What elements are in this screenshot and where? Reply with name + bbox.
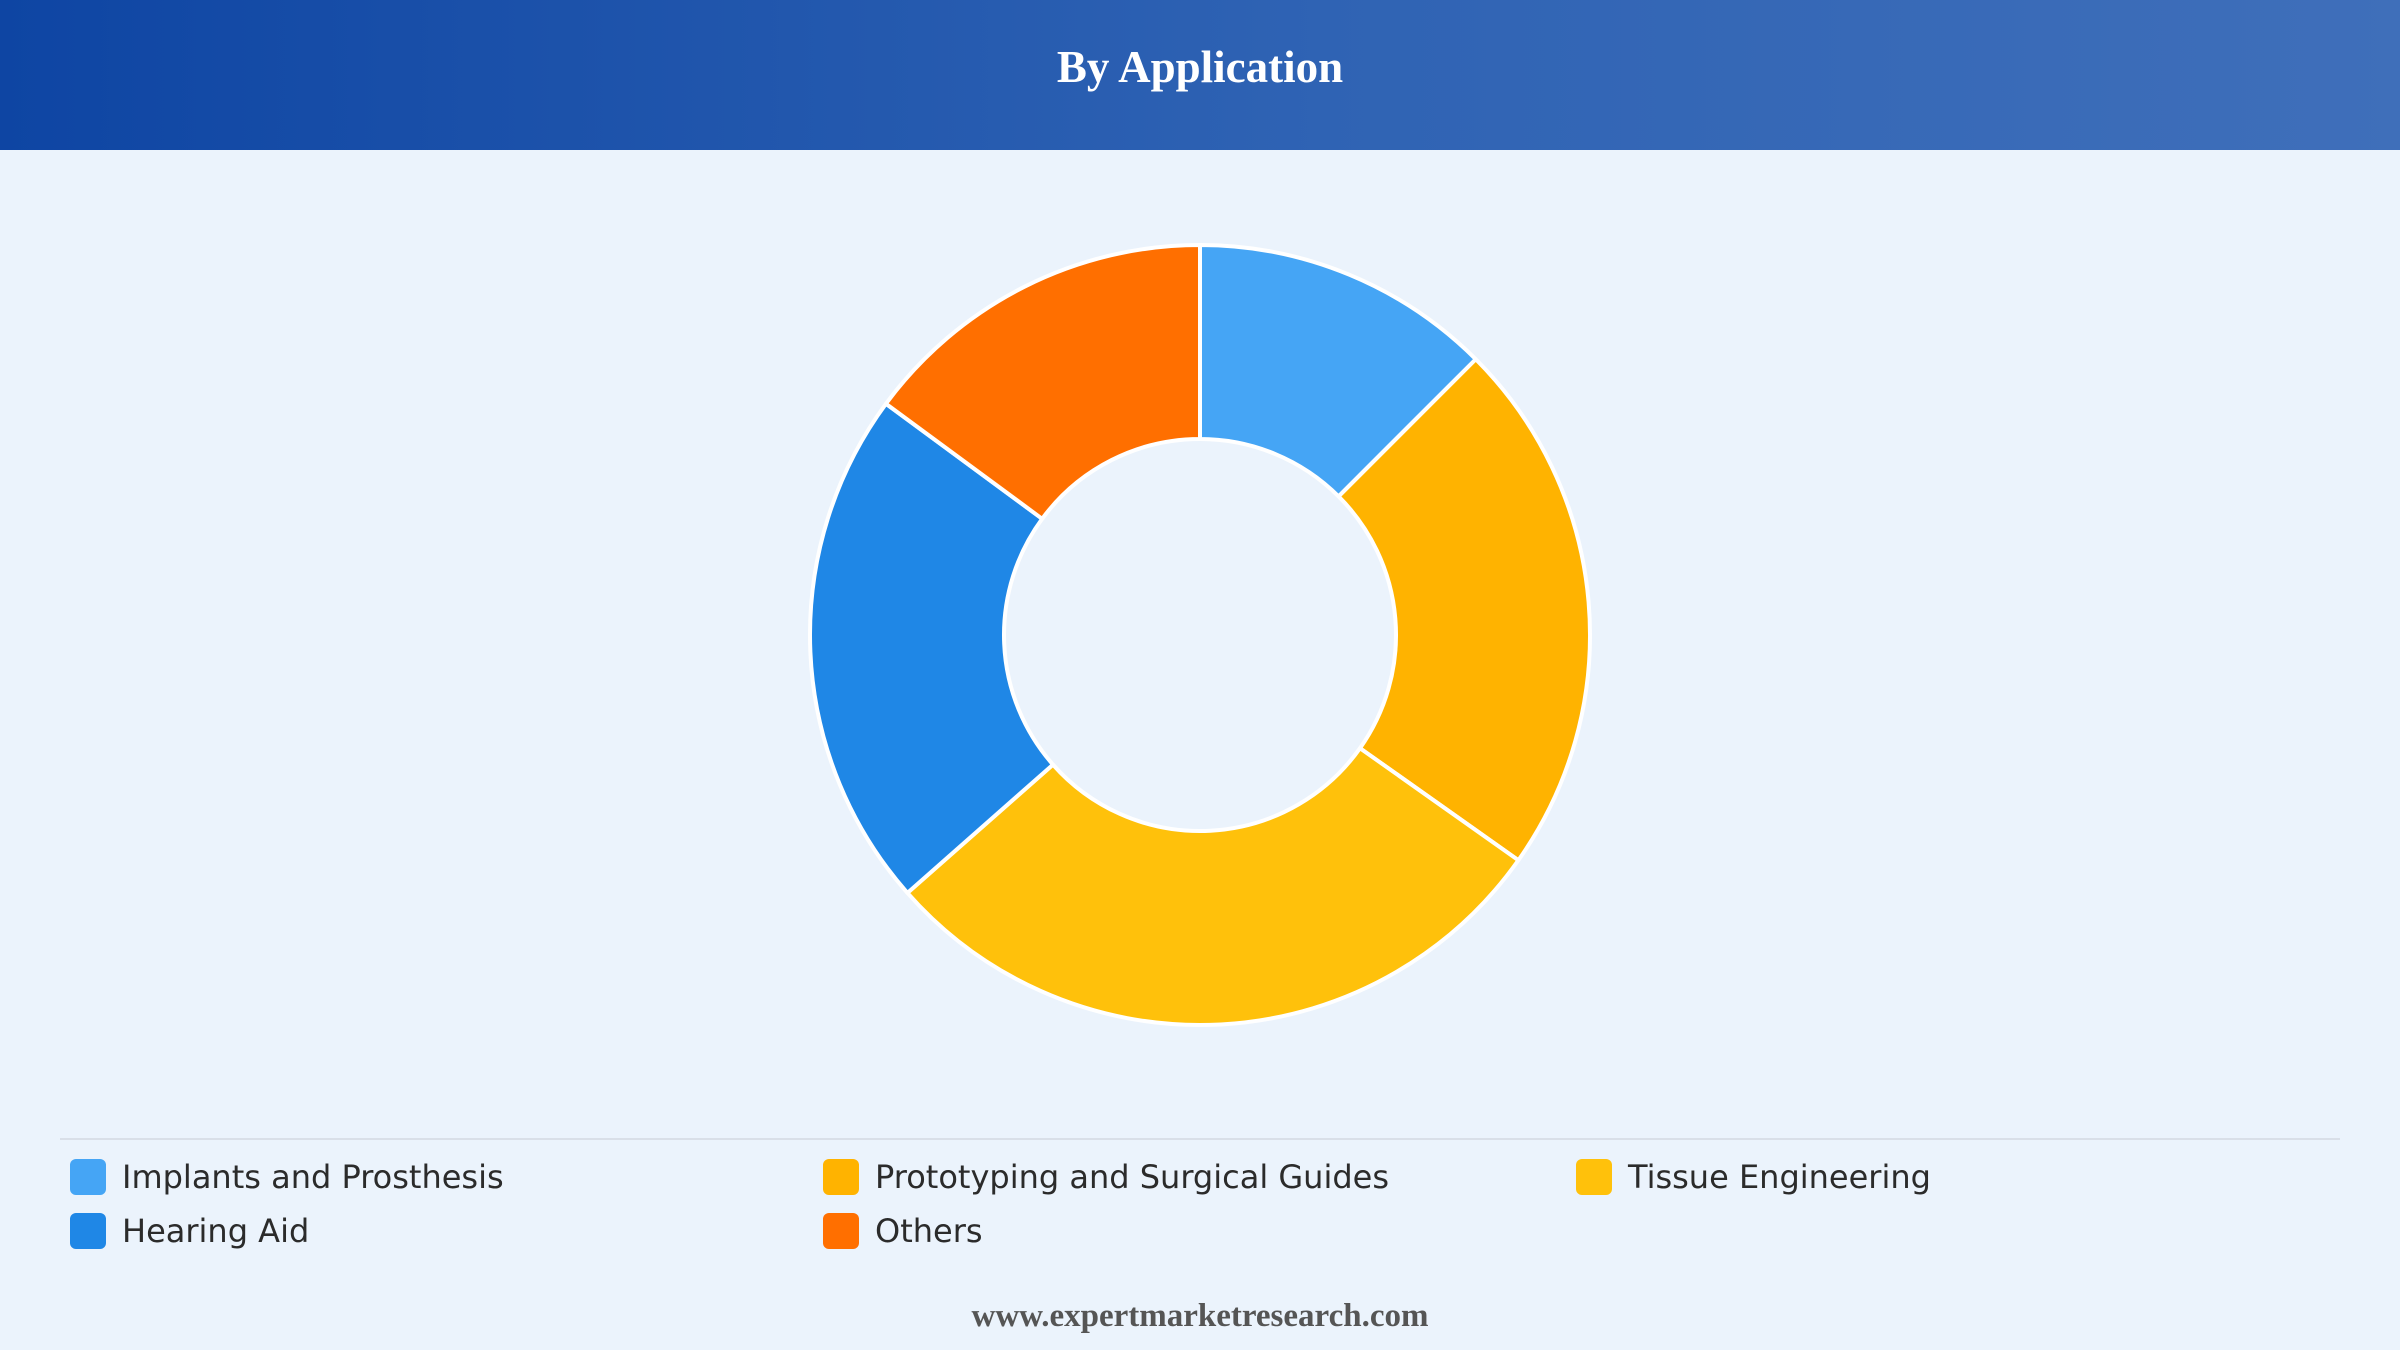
legend-item-implants-and-prosthesis[interactable]: Implants and Prosthesis — [70, 1157, 504, 1197]
legend-label: Tissue Engineering — [1628, 1158, 1931, 1196]
legend-label: Prototyping and Surgical Guides — [875, 1158, 1390, 1196]
donut-slice-prototyping-and-surgical-guides[interactable] — [1336, 357, 1592, 863]
donut-chart — [808, 243, 1592, 1027]
legend-swatch — [70, 1213, 106, 1249]
donut-slice-tissue-engineering[interactable] — [905, 746, 1521, 1027]
donut-chart-area — [0, 150, 2400, 1110]
legend-label: Hearing Aid — [122, 1212, 310, 1250]
legend-swatch — [823, 1159, 859, 1195]
legend-swatch — [1576, 1159, 1612, 1195]
legend-swatch — [70, 1159, 106, 1195]
donut-slice-implants-and-prosthesis[interactable] — [1198, 243, 1478, 499]
source-url: www.expertmarketresearch.com — [971, 1298, 1429, 1334]
legend-item-prototyping-and-surgical-guides[interactable]: Prototyping and Surgical Guides — [823, 1157, 1389, 1197]
legend-item-hearing-aid[interactable]: Hearing Aid — [70, 1211, 309, 1251]
donut-slice-hearing-aid[interactable] — [808, 401, 1055, 895]
legend-label: Others — [875, 1212, 983, 1250]
chart-header: By Application — [0, 0, 2400, 150]
legend-item-tissue-engineering[interactable]: Tissue Engineering — [1576, 1157, 1931, 1197]
legend-divider — [60, 1138, 2340, 1140]
legend-label: Implants and Prosthesis — [122, 1158, 504, 1196]
chart-title: By Application — [1056, 42, 1344, 92]
legend-item-others[interactable]: Others — [823, 1211, 983, 1251]
legend-swatch — [823, 1213, 859, 1249]
donut-slice-others[interactable] — [883, 243, 1202, 521]
